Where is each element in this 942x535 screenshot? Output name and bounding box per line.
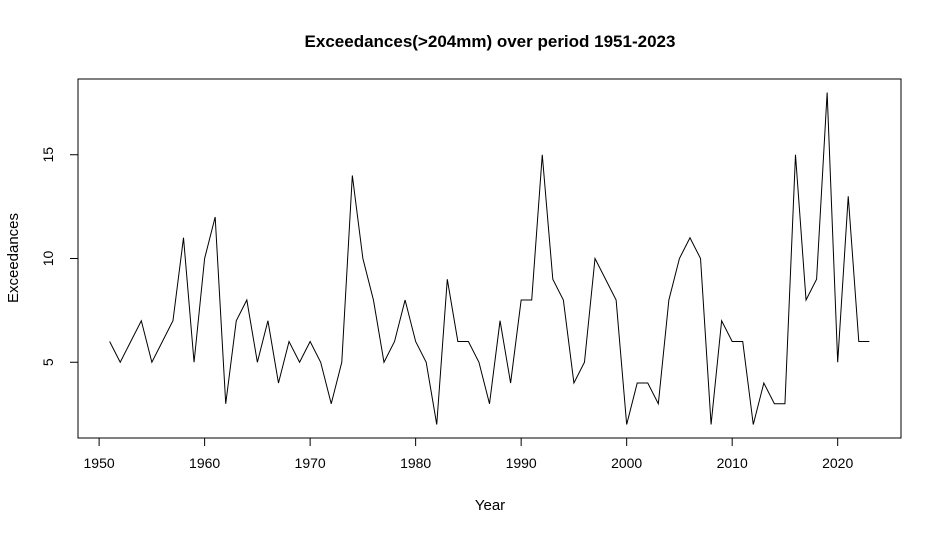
series-line [109,92,870,425]
x-tick-label: 1950 [84,455,115,471]
y-axis-label: Exceedances [5,213,22,303]
x-tick-label: 2010 [717,455,748,471]
x-tick-label: 1960 [189,455,220,471]
x-tick-label: 2020 [822,455,853,471]
x-tick-label: 1970 [295,455,326,471]
x-tick-label: 1980 [400,455,431,471]
x-axis-label: Year [475,497,505,514]
plot-area-border [77,78,902,439]
x-tick-label: 2000 [611,455,642,471]
y-axis: 5 10 15 [40,147,79,366]
y-tick-label: 15 [40,147,56,163]
x-axis: 1950 1960 1970 1980 1990 2000 2010 2020 [84,437,853,471]
chart-title: Exceedances(>204mm) over period 1951-202… [305,32,676,51]
y-tick-label: 10 [40,251,56,267]
y-tick-label: 5 [40,358,56,366]
x-tick-label: 1990 [506,455,537,471]
